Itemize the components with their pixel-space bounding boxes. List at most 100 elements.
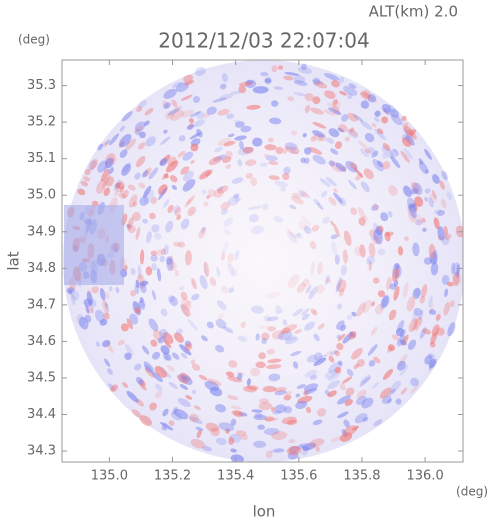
speckle: [400, 150, 410, 163]
speckle: [114, 189, 119, 197]
speckle: [171, 352, 180, 360]
speckle: [341, 114, 349, 122]
speckle: [303, 225, 312, 235]
velocity-texture: [64, 63, 463, 462]
speckle: [297, 189, 308, 198]
speckle: [134, 284, 140, 295]
speckle: [186, 124, 195, 130]
speckle: [125, 344, 134, 356]
speckle: [312, 130, 326, 138]
speckle: [258, 402, 272, 411]
speckle: [284, 71, 300, 76]
speckle: [189, 132, 202, 140]
speckle: [190, 359, 196, 365]
speckle: [324, 350, 333, 357]
speckle: [290, 130, 298, 136]
speckle: [196, 429, 202, 439]
speckle: [230, 454, 244, 462]
speckle: [198, 374, 208, 381]
speckle: [339, 432, 353, 442]
speckle: [131, 212, 141, 222]
speckle: [313, 198, 321, 206]
speckle: [372, 235, 380, 245]
speckle: [203, 262, 208, 278]
speckle: [423, 257, 432, 265]
speckle: [104, 358, 111, 367]
speckle: [134, 125, 144, 134]
speckle: [181, 298, 192, 311]
speckle: [317, 261, 323, 275]
speckle: [342, 249, 349, 264]
speckle: [180, 304, 191, 317]
speckle: [381, 103, 392, 114]
speckle: [163, 173, 169, 179]
speckle: [388, 185, 398, 196]
speckle: [162, 426, 168, 431]
speckle: [282, 319, 288, 326]
speckle: [311, 224, 320, 232]
speckle: [238, 81, 253, 87]
speckle: [246, 378, 251, 386]
speckle: [345, 160, 358, 173]
speckle: [346, 128, 359, 139]
speckle: [222, 156, 232, 163]
speckle: [289, 204, 297, 210]
speckle: [173, 241, 181, 247]
speckle: [228, 437, 235, 445]
speckle: [399, 339, 407, 346]
speckle: [392, 267, 398, 283]
speckle: [234, 249, 240, 261]
speckle: [373, 116, 380, 123]
speckle: [167, 364, 175, 372]
speckle: [168, 420, 175, 426]
speckle: [159, 328, 168, 338]
speckle: [225, 164, 232, 169]
speckle: [264, 144, 277, 151]
speckle: [320, 190, 328, 198]
speckle: [310, 136, 316, 142]
speckle: [255, 333, 260, 341]
speckle: [105, 291, 110, 300]
speckle: [310, 308, 318, 316]
speckle: [339, 91, 347, 96]
speckle: [381, 394, 392, 404]
speckle: [268, 175, 280, 180]
speckle: [418, 309, 424, 321]
speckle: [91, 286, 99, 294]
speckle: [338, 124, 348, 133]
speckle: [286, 146, 300, 155]
speckle: [310, 261, 315, 276]
speckle: [304, 157, 310, 164]
speckle: [359, 244, 366, 258]
speckle: [77, 188, 86, 196]
speckle: [118, 192, 127, 199]
speckle: [377, 290, 386, 298]
speckle: [159, 158, 168, 167]
speckle: [101, 339, 111, 348]
speckle: [223, 326, 234, 334]
speckle: [145, 136, 156, 147]
speckle: [440, 198, 447, 209]
speckle: [262, 385, 277, 393]
speckle: [316, 284, 325, 294]
speckle: [194, 67, 206, 76]
speckle: [95, 341, 100, 347]
speckle: [283, 166, 291, 175]
speckle: [314, 81, 328, 89]
speckle: [356, 359, 365, 367]
speckle: [268, 161, 279, 165]
speckle: [78, 316, 89, 330]
speckle: [356, 395, 367, 405]
speckle: [184, 80, 194, 86]
speckle: [274, 404, 287, 414]
speckle: [304, 369, 318, 378]
speckle: [139, 282, 147, 294]
speckle: [292, 361, 299, 369]
speckle: [322, 216, 331, 224]
speckle: [180, 166, 190, 175]
speckle: [348, 83, 357, 89]
speckle: [158, 187, 167, 201]
speckle: [233, 193, 240, 199]
speckle: [162, 100, 170, 109]
speckle: [228, 360, 238, 368]
